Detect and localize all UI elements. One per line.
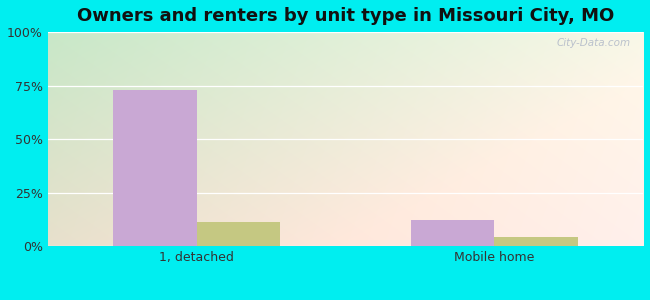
Bar [494,237,578,246]
Bar [411,220,494,246]
Bar [113,90,196,246]
Text: City-Data.com: City-Data.com [557,38,631,49]
Title: Owners and renters by unit type in Missouri City, MO: Owners and renters by unit type in Misso… [77,7,614,25]
Bar [196,223,280,246]
